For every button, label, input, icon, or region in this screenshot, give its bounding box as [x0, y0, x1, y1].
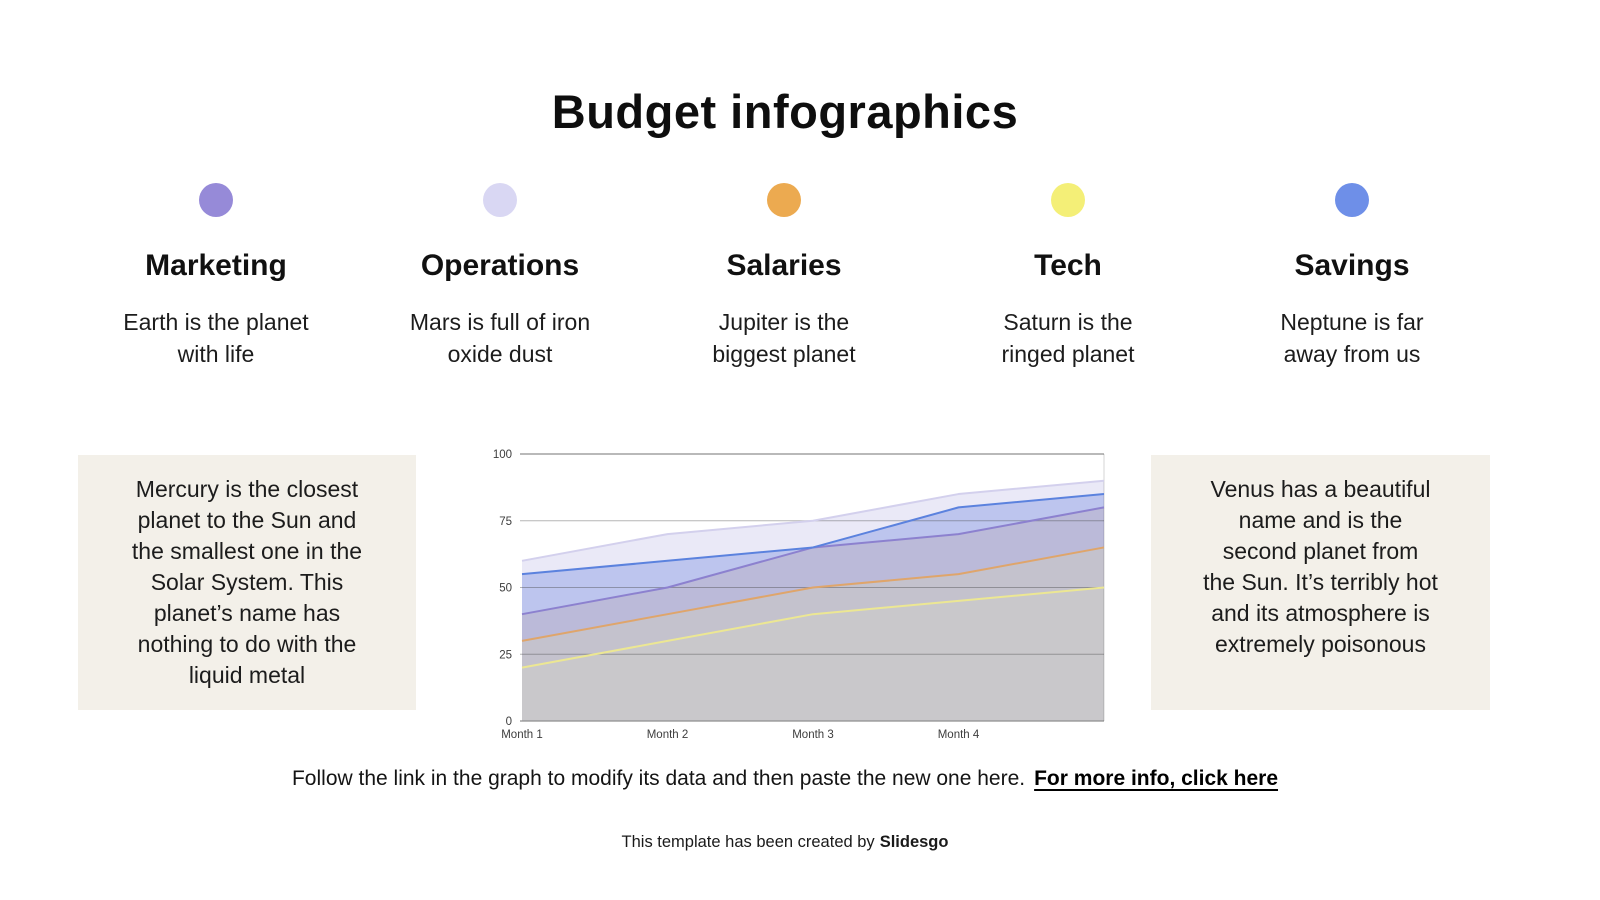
- savings-dot-icon: [1335, 183, 1369, 217]
- category-tech: Tech Saturn is the ringed planet: [926, 183, 1210, 370]
- operations-dot-icon: [483, 183, 517, 217]
- category-description: Neptune is far away from us: [1280, 309, 1424, 367]
- footer-instruction: Follow the link in the graph to modify i…: [0, 767, 1570, 791]
- category-legend-row: Marketing Earth is the planet with life …: [74, 183, 1494, 370]
- category-name: Operations: [420, 249, 580, 282]
- series-line-salaries: [521, 546, 1105, 642]
- tech-dot-icon: [1051, 183, 1085, 217]
- area-band-marketing: [522, 507, 1104, 641]
- page-title: Budget infographics: [551, 85, 1019, 138]
- area-chart-svg: 0 25 50 75 100 Month 1 Month 2 Month 3 Month 4: [493, 449, 1105, 741]
- x-tick-label: Month 2: [647, 729, 689, 741]
- area-band-savings: [522, 494, 1104, 615]
- category-name: Savings: [1294, 249, 1410, 282]
- series-line-tech: [521, 586, 1105, 669]
- category-description: Earth is the planet with life: [123, 309, 309, 367]
- marketing-dot-icon: [199, 183, 233, 217]
- right-note-text: Venus has a beautiful name and is the se…: [1203, 476, 1438, 657]
- area-band-operations: [522, 480, 1104, 575]
- y-tick-label: 0: [506, 716, 512, 728]
- y-tick-label: 75: [499, 516, 512, 528]
- category-operations: Operations Mars is full of iron oxide du…: [358, 183, 642, 370]
- x-tick-label: Month 1: [501, 729, 543, 741]
- category-savings: Savings Neptune is far away from us: [1210, 183, 1494, 370]
- y-tick-label: 100: [493, 449, 512, 461]
- series-line-operations: [521, 479, 1105, 562]
- y-tick-label: 25: [499, 649, 512, 661]
- credit-text: This template has been created by: [621, 833, 875, 851]
- footer-text: Follow the link in the graph to modify i…: [291, 767, 1026, 790]
- right-note-box: Venus has a beautiful name and is the se…: [1151, 455, 1490, 710]
- category-name: Salaries: [726, 249, 842, 282]
- category-salaries: Salaries Jupiter is the biggest planet: [642, 183, 926, 370]
- area-band-salaries: [522, 547, 1104, 668]
- y-tick-label: 50: [499, 583, 512, 595]
- area-band-tech: [522, 587, 1104, 721]
- left-note-text: Mercury is the closest planet to the Sun…: [131, 476, 363, 688]
- budget-area-chart[interactable]: 0 25 50 75 100 Month 1 Month 2 Month 3 Month 4: [470, 430, 1120, 745]
- x-tick-label: Month 4: [938, 729, 980, 741]
- template-credit: This template has been created by Slidesg…: [0, 833, 1570, 852]
- credit-brand: Slidesgo: [879, 833, 949, 851]
- category-description: Jupiter is the biggest planet: [712, 309, 856, 367]
- category-name: Tech: [1034, 249, 1102, 282]
- more-info-link[interactable]: For more info, click here: [1034, 767, 1279, 790]
- x-tick-label: Month 3: [792, 729, 834, 741]
- category-marketing: Marketing Earth is the planet with life: [74, 183, 358, 370]
- series-line-savings: [521, 493, 1105, 576]
- category-name: Marketing: [145, 249, 287, 282]
- category-description: Mars is full of iron oxide dust: [409, 309, 591, 367]
- salaries-dot-icon: [767, 183, 801, 217]
- left-note-box: Mercury is the closest planet to the Sun…: [78, 455, 416, 710]
- category-description: Saturn is the ringed planet: [1001, 309, 1135, 367]
